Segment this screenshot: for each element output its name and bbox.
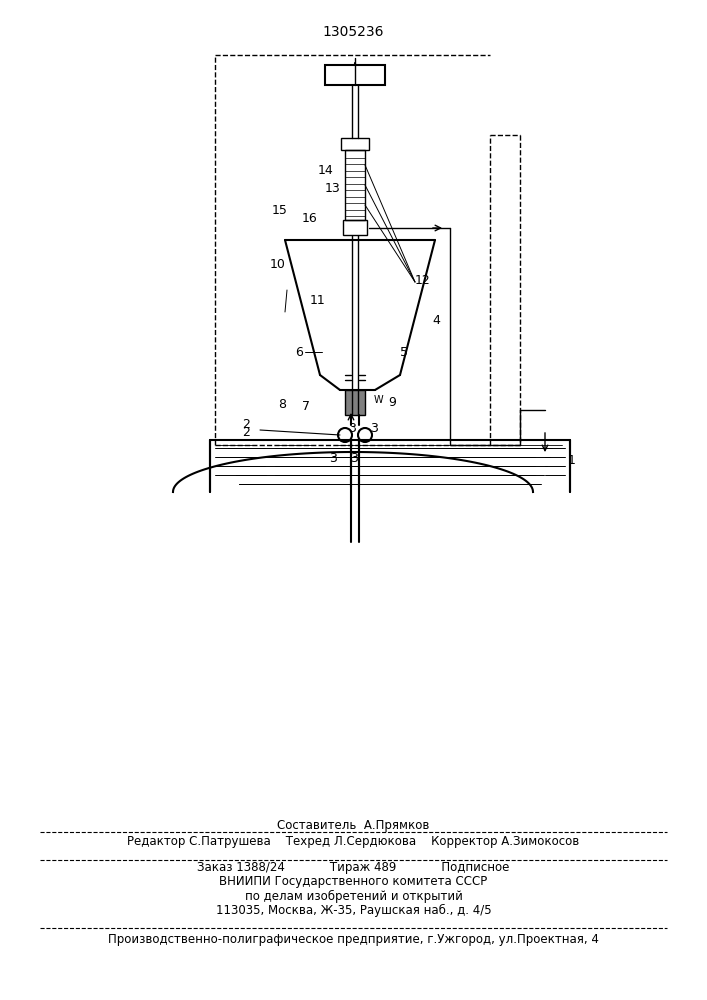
Text: 11: 11 — [310, 294, 326, 306]
Text: 15: 15 — [272, 204, 288, 217]
Bar — [345, 390, 365, 415]
Text: 6: 6 — [295, 346, 303, 359]
Text: 5: 5 — [400, 346, 408, 359]
Text: 1: 1 — [568, 454, 576, 466]
Text: 113035, Москва, Ж-35, Раушская наб., д. 4/5: 113035, Москва, Ж-35, Раушская наб., д. … — [216, 903, 491, 917]
Text: 12: 12 — [415, 273, 431, 286]
Bar — [341, 138, 369, 150]
Text: Заказ 1388/24            Тираж 489            Подписное: Заказ 1388/24 Тираж 489 Подписное — [197, 861, 510, 874]
Text: 2: 2 — [242, 426, 250, 440]
Text: 3: 3 — [348, 422, 356, 434]
Text: 3: 3 — [370, 422, 378, 434]
Text: ВНИИПИ Государственного комитета СССР: ВНИИПИ Государственного комитета СССР — [219, 876, 488, 888]
Bar — [343, 220, 367, 235]
Text: по делам изобретений и открытий: по делам изобретений и открытий — [245, 889, 462, 903]
Text: 2: 2 — [242, 418, 250, 432]
Text: 4: 4 — [432, 314, 440, 326]
Text: 13: 13 — [325, 182, 341, 194]
Text: 3: 3 — [350, 452, 358, 464]
Text: 3: 3 — [329, 452, 337, 464]
Text: W: W — [374, 395, 384, 405]
Text: 7: 7 — [302, 399, 310, 412]
Text: Составитель  А.Прямков: Составитель А.Прямков — [277, 818, 430, 832]
Text: Редактор С.Патрушева    Техред Л.Сердюкова    Корректор А.Зимокосов: Редактор С.Патрушева Техред Л.Сердюкова … — [127, 836, 580, 848]
Text: Производственно-полиграфическое предприятие, г.Ужгород, ул.Проектная, 4: Производственно-полиграфическое предприя… — [108, 934, 599, 946]
Text: 10: 10 — [270, 258, 286, 271]
Text: 8: 8 — [278, 397, 286, 410]
Text: 16: 16 — [302, 212, 317, 225]
Text: 9: 9 — [388, 395, 396, 408]
Text: 1305236: 1305236 — [322, 25, 384, 39]
Text: 14: 14 — [318, 163, 334, 176]
Bar — [325, 65, 385, 85]
Bar — [345, 150, 365, 220]
